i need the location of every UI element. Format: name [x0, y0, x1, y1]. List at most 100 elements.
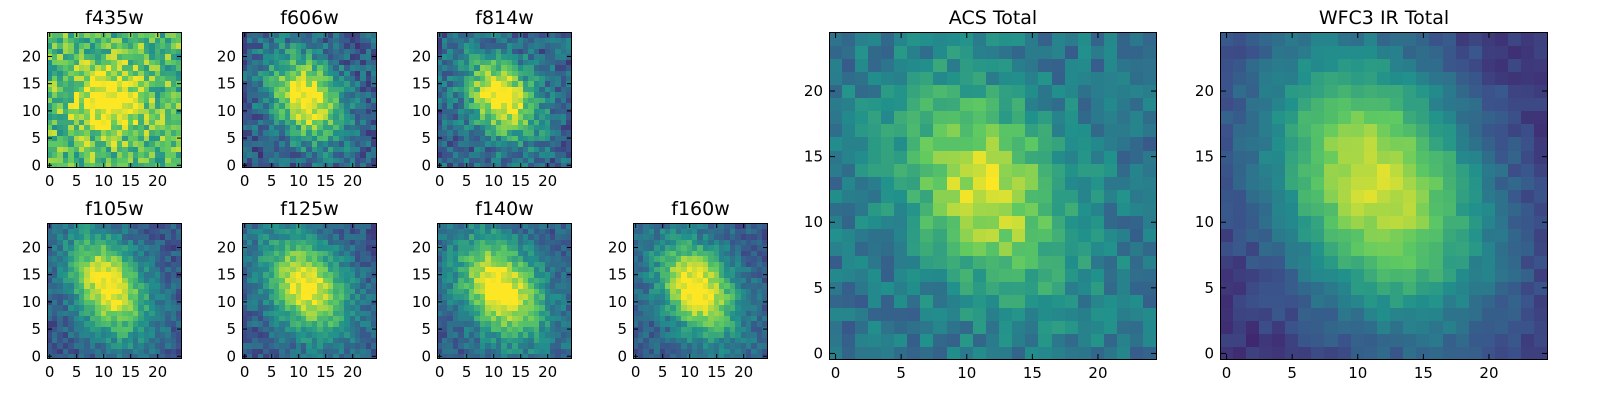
heatmap-cell [95, 245, 101, 251]
heatmap-cell [165, 43, 171, 49]
heatmap-cell [117, 136, 122, 141]
heatmap-cell [312, 32, 317, 38]
heatmap-cell [274, 109, 279, 114]
heatmap-cell [111, 311, 117, 316]
heatmap-cell [1012, 295, 1025, 308]
heatmap-cell [539, 294, 545, 300]
heatmap-cell [561, 327, 566, 332]
heatmap-cell [447, 332, 453, 338]
heatmap-cell [323, 289, 328, 294]
heatmap-cell [555, 141, 561, 147]
heatmap-cell [165, 354, 171, 359]
heatmap-cell [371, 114, 377, 120]
heatmap-cell [458, 158, 464, 163]
heatmap-cell [323, 272, 328, 278]
heatmap-cell [868, 282, 881, 295]
heatmap-cell [290, 136, 296, 141]
x-tick-label: 5 [462, 172, 472, 190]
heatmap-cell [360, 65, 366, 71]
heatmap-cell [306, 354, 312, 359]
heatmap-cell [534, 278, 539, 283]
heatmap-cell [317, 251, 323, 256]
heatmap-cell [1104, 256, 1117, 269]
heatmap-cell [447, 300, 453, 305]
heatmap-cell [111, 98, 117, 103]
heatmap-cell [317, 245, 323, 251]
heatmap-cell [47, 92, 52, 98]
heatmap-cell [52, 316, 57, 321]
heatmap-cell [122, 114, 128, 120]
heatmap-cell [144, 245, 149, 251]
heatmap-cell [528, 109, 534, 114]
heatmap-cell [355, 338, 360, 343]
heatmap-cell [171, 158, 176, 163]
heatmap-cell [534, 234, 539, 240]
heatmap-cell [638, 332, 643, 338]
heatmap-cell [165, 65, 171, 71]
heatmap-cell [296, 114, 301, 120]
heatmap-cell [323, 130, 328, 136]
heatmap-cell [344, 152, 350, 158]
heatmap-cell [442, 262, 447, 267]
heatmap-cell [155, 114, 160, 120]
heatmap-cell [719, 278, 724, 283]
heatmap-cell [149, 354, 155, 359]
heatmap-cell [692, 278, 697, 283]
heatmap-cell [301, 120, 306, 125]
heatmap-cell [57, 130, 63, 136]
heatmap-cell [47, 54, 52, 60]
heatmap-cell [649, 234, 654, 240]
heatmap-cell [68, 283, 74, 289]
heatmap-cell [555, 332, 561, 338]
y-tick-label: 10 [22, 293, 41, 311]
heatmap-cell [269, 283, 274, 289]
heatmap-cell [171, 103, 176, 109]
heatmap-cell [111, 32, 117, 38]
heatmap-cell [79, 321, 84, 327]
heatmap-cell [258, 272, 263, 278]
heatmap-cell [344, 251, 350, 256]
heatmap-cell [133, 130, 138, 136]
heatmap-cell [550, 114, 555, 120]
heatmap-cell [68, 81, 74, 87]
heatmap-cell [1091, 334, 1104, 347]
heatmap-cell [453, 65, 458, 71]
heatmap-cell [63, 245, 68, 251]
heatmap-cell [501, 300, 507, 305]
heatmap-cell [360, 158, 366, 163]
heatmap-cell [57, 262, 63, 267]
heatmap-cell [735, 245, 741, 251]
heatmap-cell [528, 114, 534, 120]
heatmap-cell [708, 251, 714, 256]
heatmap-cell [464, 272, 469, 278]
heatmap-cell [842, 216, 855, 229]
heatmap-cell [279, 81, 285, 87]
heatmap-cell [252, 234, 258, 240]
heatmap-cell [171, 65, 176, 71]
heatmap-cell [676, 267, 681, 272]
heatmap-cell [555, 120, 561, 125]
heatmap-cell [474, 81, 480, 87]
heatmap-cell [561, 349, 566, 354]
heatmap-cell [676, 316, 681, 321]
heatmap-cell [149, 251, 155, 256]
heatmap-cell [79, 349, 84, 354]
heatmap-cell [458, 327, 464, 332]
heatmap-cell [52, 163, 57, 168]
heatmap-cell [128, 327, 133, 332]
heatmap-cell [263, 262, 269, 267]
heatmap-cell [518, 245, 523, 251]
heatmap-cell [881, 164, 894, 177]
heatmap-cell [312, 60, 317, 65]
heatmap-cell [339, 141, 344, 147]
heatmap-cell [687, 327, 692, 332]
heatmap-cell [263, 278, 269, 283]
heatmap-cell [79, 343, 84, 349]
heatmap-cell [730, 278, 735, 283]
heatmap-cell [323, 256, 328, 262]
heatmap-cell [458, 120, 464, 125]
heatmap-cell [344, 305, 350, 311]
heatmap-cell [692, 305, 697, 311]
heatmap-cell [507, 158, 512, 163]
heatmap-cell [643, 294, 649, 300]
